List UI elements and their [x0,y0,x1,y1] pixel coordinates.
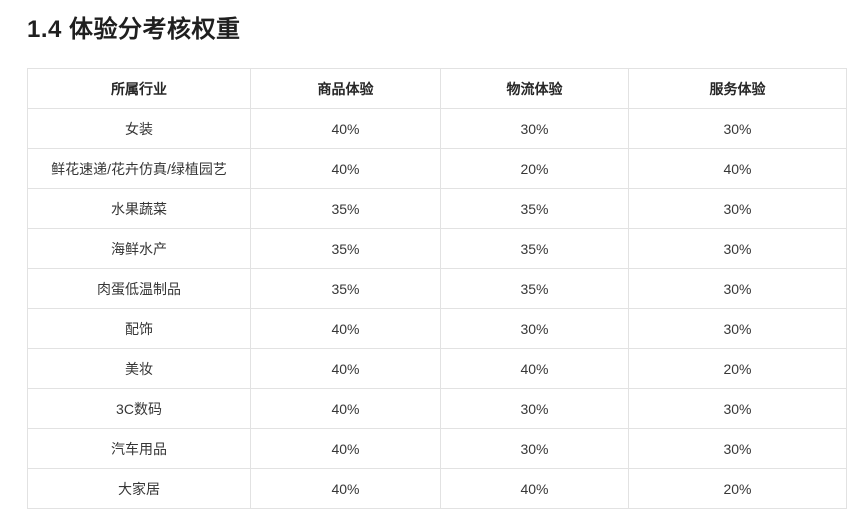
industry-cell: 汽车用品 [27,428,251,469]
service-weight-cell: 30% [628,268,847,309]
logistics-weight-cell: 30% [440,428,629,469]
service-weight-cell: 30% [628,108,847,149]
product-weight-cell: 40% [250,348,441,389]
logistics-weight-cell: 40% [440,348,629,389]
logistics-weight-cell: 35% [440,188,629,229]
logistics-weight-cell: 35% [440,268,629,309]
table-row: 鲜花速递/花卉仿真/绿植园艺 40% 20% 40% [27,148,847,189]
logistics-weight-cell: 30% [440,308,629,349]
table-header-row: 所属行业 商品体验 物流体验 服务体验 [27,68,847,109]
table-row: 3C数码 40% 30% 30% [27,388,847,429]
service-weight-cell: 30% [628,428,847,469]
section-title: 1.4 体验分考核权重 [27,16,241,43]
table-row: 配饰 40% 30% 30% [27,308,847,349]
industry-cell: 女装 [27,108,251,149]
product-weight-cell: 35% [250,268,441,309]
table-body: 女装 40% 30% 30% 鲜花速递/花卉仿真/绿植园艺 40% 20% 40… [27,108,847,509]
industry-cell: 肉蛋低温制品 [27,268,251,309]
logistics-weight-cell: 40% [440,468,629,509]
logistics-weight-cell: 20% [440,148,629,189]
service-weight-cell: 30% [628,228,847,269]
product-weight-cell: 40% [250,148,441,189]
experience-weight-table: 所属行业 商品体验 物流体验 服务体验 女装 40% 30% 30% 鲜花速递/… [27,68,847,509]
service-weight-cell: 20% [628,348,847,389]
industry-cell: 鲜花速递/花卉仿真/绿植园艺 [27,148,251,189]
service-weight-cell: 30% [628,188,847,229]
table-row: 女装 40% 30% 30% [27,108,847,149]
logistics-weight-cell: 30% [440,108,629,149]
industry-cell: 配饰 [27,308,251,349]
industry-cell: 水果蔬菜 [27,188,251,229]
service-weight-cell: 30% [628,388,847,429]
product-weight-cell: 35% [250,188,441,229]
industry-cell: 美妆 [27,348,251,389]
table-row: 肉蛋低温制品 35% 35% 30% [27,268,847,309]
header-product-experience: 商品体验 [250,68,441,109]
header-industry: 所属行业 [27,68,251,109]
industry-cell: 3C数码 [27,388,251,429]
header-logistics-experience: 物流体验 [440,68,629,109]
logistics-weight-cell: 35% [440,228,629,269]
table-row: 美妆 40% 40% 20% [27,348,847,389]
table-row: 大家居 40% 40% 20% [27,468,847,509]
service-weight-cell: 20% [628,468,847,509]
product-weight-cell: 35% [250,228,441,269]
service-weight-cell: 30% [628,308,847,349]
table-row: 汽车用品 40% 30% 30% [27,428,847,469]
product-weight-cell: 40% [250,108,441,149]
logistics-weight-cell: 30% [440,388,629,429]
industry-cell: 大家居 [27,468,251,509]
header-service-experience: 服务体验 [628,68,847,109]
table-row: 水果蔬菜 35% 35% 30% [27,188,847,229]
product-weight-cell: 40% [250,388,441,429]
industry-cell: 海鲜水产 [27,228,251,269]
table-row: 海鲜水产 35% 35% 30% [27,228,847,269]
table-header: 所属行业 商品体验 物流体验 服务体验 [27,68,847,109]
product-weight-cell: 40% [250,468,441,509]
product-weight-cell: 40% [250,308,441,349]
product-weight-cell: 40% [250,428,441,469]
service-weight-cell: 40% [628,148,847,189]
